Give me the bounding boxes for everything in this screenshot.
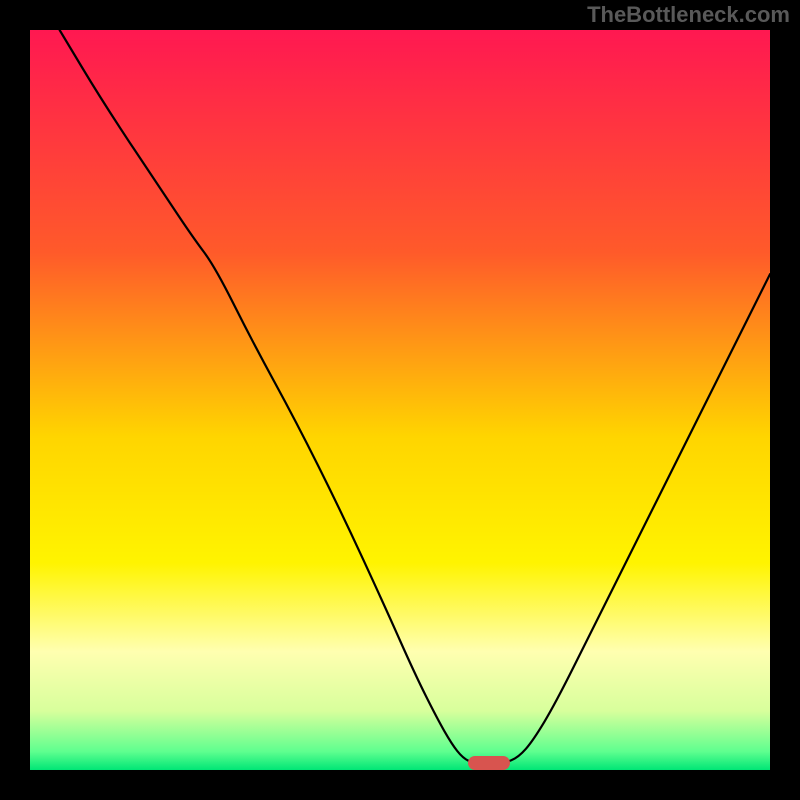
curve-layer xyxy=(30,30,770,770)
optimal-point-marker xyxy=(468,756,510,770)
plot-area xyxy=(30,30,770,770)
watermark-text: TheBottleneck.com xyxy=(587,2,790,28)
chart-container: TheBottleneck.com xyxy=(0,0,800,800)
bottleneck-curve xyxy=(60,30,770,764)
